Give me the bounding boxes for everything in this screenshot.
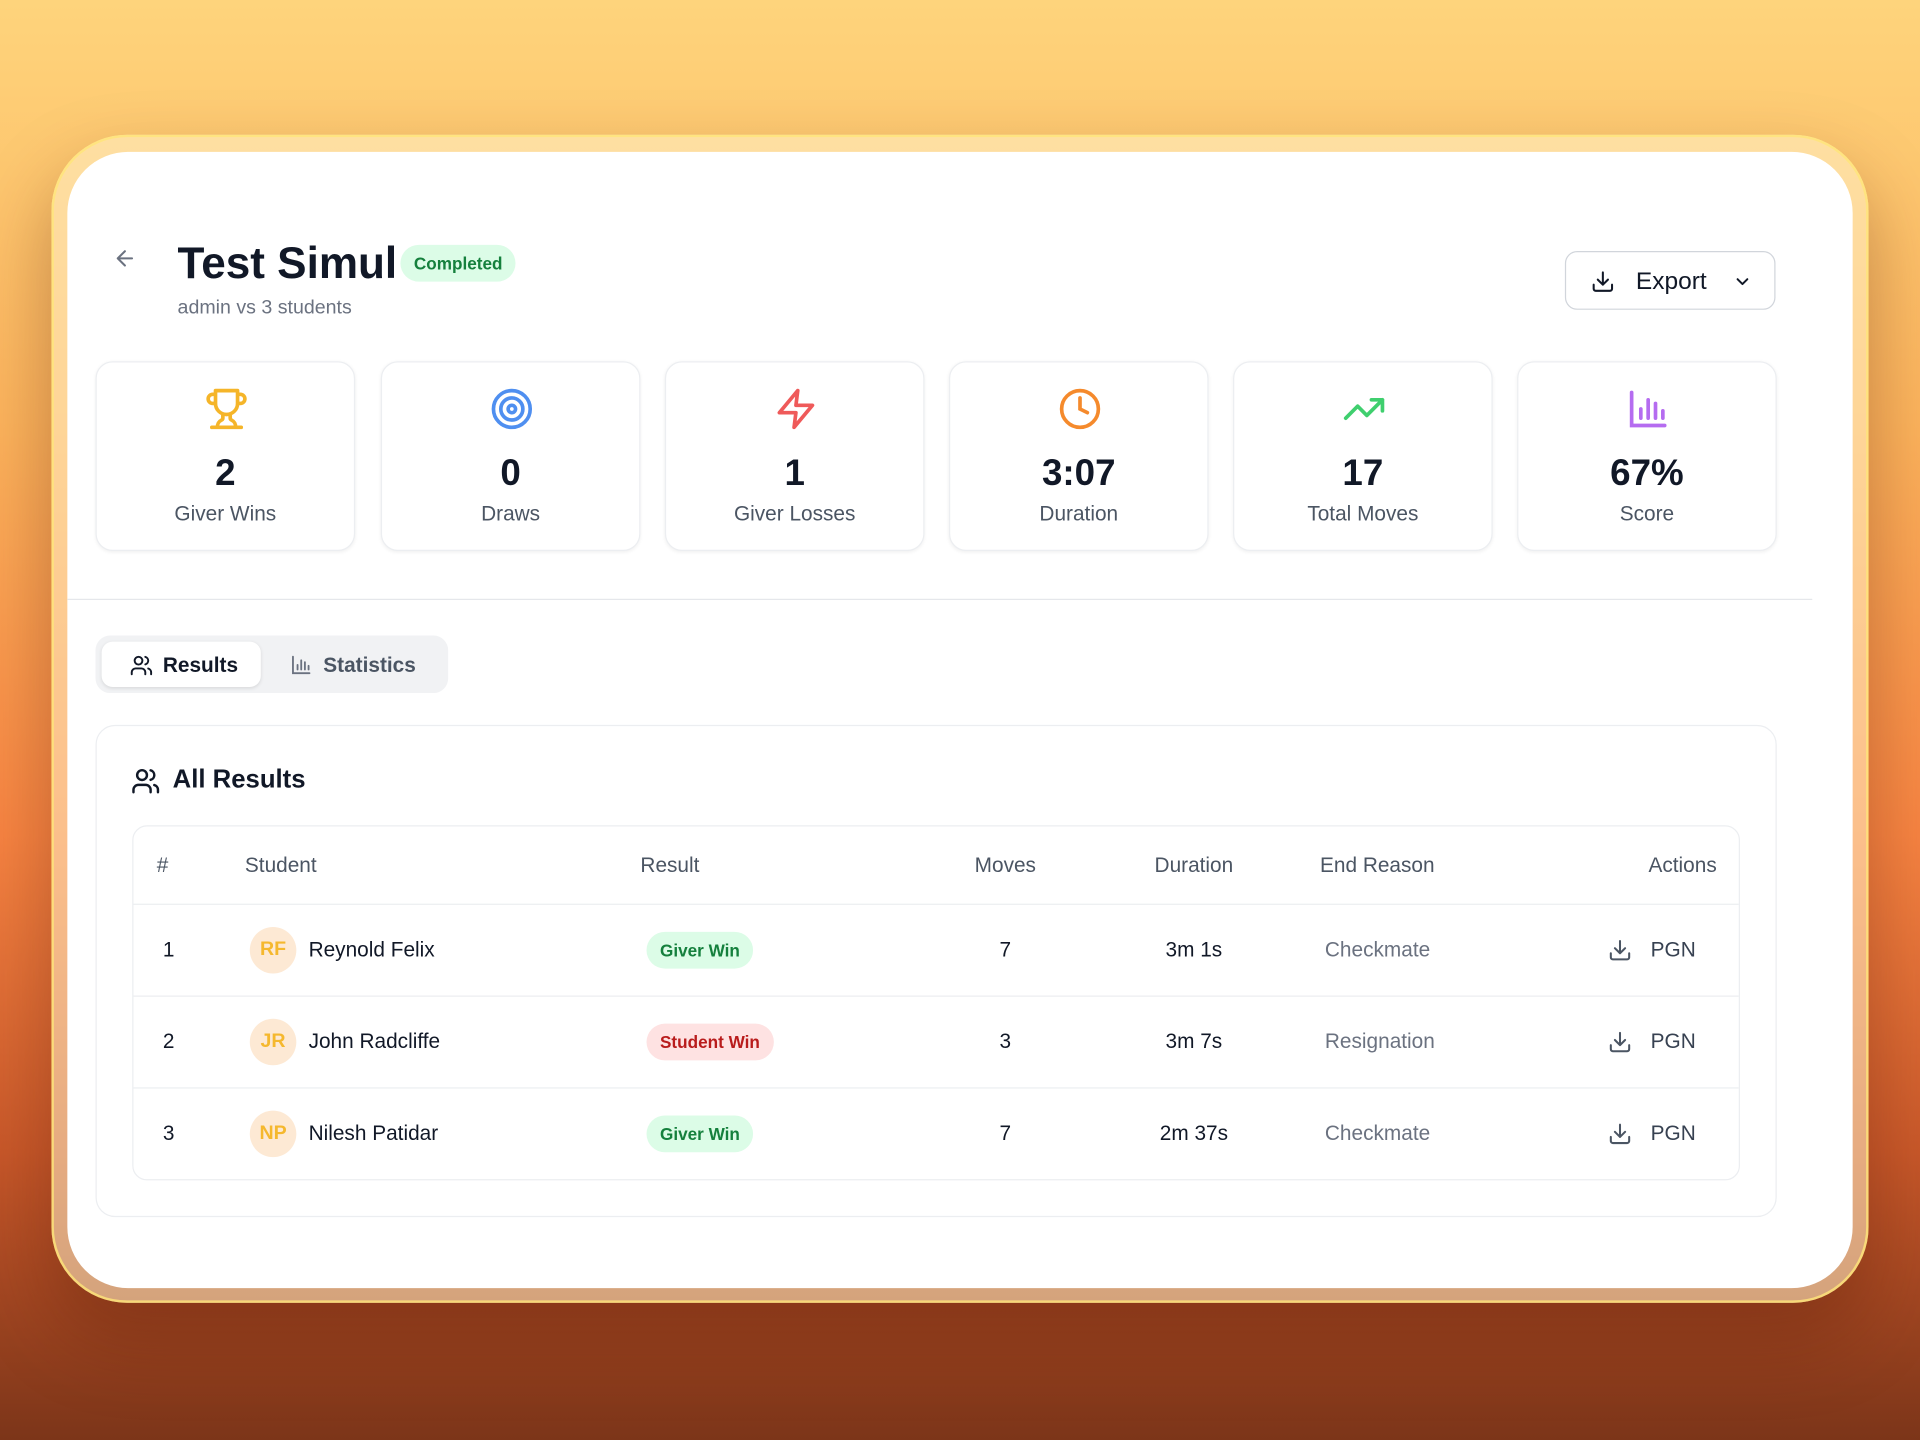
- column-header: End Reason: [1320, 853, 1435, 877]
- pgn-button[interactable]: PGN: [1650, 1029, 1696, 1054]
- status-badge: Completed: [400, 244, 516, 282]
- stat-card: 3:07 Duration: [948, 361, 1209, 552]
- student-name: Nilesh Patidar: [308, 1121, 439, 1145]
- row-divider: [133, 995, 1739, 997]
- stat-value: 17: [1342, 453, 1384, 494]
- duration: 3m 7s: [1165, 1029, 1223, 1054]
- row-index: 1: [162, 937, 175, 962]
- moves: 3: [999, 1029, 1012, 1054]
- row-index: 3: [162, 1121, 175, 1145]
- users-icon: [130, 655, 153, 676]
- chart-icon: [292, 655, 311, 675]
- trend-icon: [1343, 397, 1385, 421]
- export-label: Export: [1635, 268, 1707, 296]
- stat-value: 1: [784, 453, 805, 494]
- stat-value: 67%: [1610, 453, 1684, 494]
- tab-label[interactable]: Results: [162, 653, 239, 678]
- back-button[interactable]: [113, 246, 137, 270]
- results-card: [95, 724, 1777, 1218]
- stat-card: 17 Total Moves: [1233, 361, 1493, 552]
- avatar: NP: [249, 1110, 297, 1158]
- export-button[interactable]: Export: [1564, 251, 1776, 310]
- duration: 3m 1s: [1165, 937, 1223, 962]
- end-reason: Checkmate: [1324, 937, 1431, 962]
- pgn-button[interactable]: PGN: [1650, 937, 1696, 962]
- download-icon: [1592, 271, 1614, 292]
- stat-label: Total Moves: [1307, 502, 1419, 526]
- stat-label: Giver Losses: [733, 502, 856, 526]
- row-index: 2: [162, 1029, 175, 1054]
- page-subtitle: admin vs 3 students: [177, 297, 352, 319]
- section-title: All Results: [172, 765, 306, 794]
- results-table: [132, 825, 1741, 1181]
- student-name: Reynold Felix: [308, 937, 435, 962]
- stat-label: Draws: [481, 502, 541, 526]
- moves: 7: [999, 1121, 1012, 1145]
- end-reason: Checkmate: [1324, 1121, 1431, 1145]
- tab-results[interactable]: [101, 641, 261, 687]
- column-header: Moves: [974, 853, 1036, 877]
- stat-label: Giver Wins: [174, 502, 277, 526]
- duration: 2m 37s: [1159, 1121, 1229, 1145]
- download-icon[interactable]: [1608, 1122, 1632, 1146]
- end-reason: Resignation: [1324, 1029, 1435, 1054]
- result-badge: Giver Win: [646, 931, 754, 969]
- row-divider: [133, 1087, 1739, 1089]
- page-title: Test Simul: [177, 237, 398, 288]
- stat-card: 1 Giver Losses: [664, 361, 925, 552]
- column-header: Actions: [1648, 853, 1717, 877]
- student-name: John Radcliffe: [308, 1029, 441, 1054]
- stat-value: 2: [215, 453, 236, 494]
- column-header: Duration: [1154, 853, 1234, 877]
- app-window: [67, 151, 1853, 1289]
- pgn-button[interactable]: PGN: [1650, 1121, 1696, 1145]
- divider: [67, 598, 1813, 601]
- column-header: Result: [640, 853, 700, 877]
- stat-value: 3:07: [1042, 453, 1116, 494]
- download-icon[interactable]: [1608, 938, 1632, 962]
- chart-icon: [1629, 390, 1667, 428]
- users-icon: [132, 768, 160, 794]
- column-header: #: [156, 853, 169, 877]
- row-divider: [133, 903, 1739, 905]
- chevron-icon: [1736, 278, 1749, 286]
- stat-value: 0: [500, 453, 521, 494]
- column-header: Student: [244, 853, 317, 877]
- stat-label: Duration: [1039, 502, 1119, 526]
- trophy-icon: [206, 388, 247, 430]
- avatar: JR: [249, 1018, 297, 1066]
- clock-icon: [1059, 388, 1101, 430]
- bolt-icon: [777, 388, 815, 430]
- stat-card: 2 Giver Wins: [95, 361, 356, 552]
- download-icon[interactable]: [1608, 1030, 1632, 1054]
- avatar: RF: [249, 926, 297, 974]
- tab-label[interactable]: Statistics: [323, 653, 416, 678]
- moves: 7: [999, 937, 1012, 962]
- target-icon: [491, 388, 533, 430]
- stat-card: 0 Draws: [380, 361, 641, 552]
- stat-card: 67% Score: [1517, 361, 1777, 552]
- result-badge: Giver Win: [646, 1115, 754, 1153]
- result-badge: Student Win: [646, 1023, 774, 1061]
- stat-label: Score: [1619, 502, 1675, 526]
